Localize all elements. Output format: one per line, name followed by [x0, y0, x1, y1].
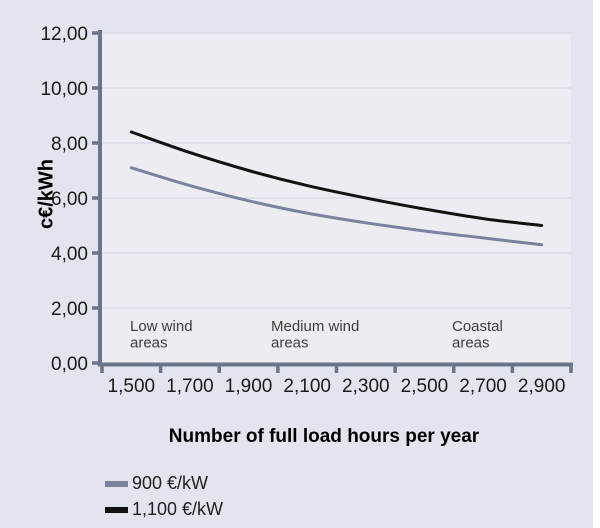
y-axis-title: c€/kWh	[35, 158, 58, 230]
legend-item-1100: 1,100 €/kW	[105, 498, 223, 521]
region-annotation-0: Low wind	[130, 318, 193, 335]
x-tick-label: 2,300	[342, 376, 390, 397]
x-tick-label: 1,900	[225, 376, 273, 397]
x-tick-label: 1,700	[166, 376, 214, 397]
region-annotation-1: Medium wind	[271, 318, 359, 335]
legend-label-1100: 1,100 €/kW	[132, 499, 224, 519]
region-annotation-2: Coastal	[452, 318, 503, 335]
y-tick-label: 8,00	[51, 134, 88, 155]
y-tick-label: 12,00	[40, 24, 88, 45]
legend-item-900: 900 €/kW	[105, 472, 223, 495]
right-edge-strip	[593, 0, 600, 528]
x-tick-label: 2,100	[283, 376, 331, 397]
legend-swatch-1100-icon	[105, 506, 128, 513]
y-tick-label: 10,00	[40, 79, 88, 100]
x-axis-title: Number of full load hours per year	[168, 426, 480, 447]
region-annotation-0: areas	[130, 335, 168, 352]
legend-swatch-900-icon	[105, 480, 128, 487]
x-tick-label: 2,700	[459, 376, 507, 397]
x-tick-label: 2,900	[518, 376, 566, 397]
series-line-1	[129, 130, 544, 227]
y-tick-label: 2,00	[51, 299, 88, 320]
x-tick-label: 1,500	[108, 376, 156, 397]
x-tick-label: 2,500	[401, 376, 449, 397]
region-annotation-1: areas	[271, 335, 309, 352]
region-annotation-2: areas	[452, 335, 490, 352]
y-tick-label: 4,00	[51, 244, 88, 265]
y-tick-label: 0,00	[51, 354, 88, 375]
legend-label-900: 900 €/kW	[132, 473, 209, 493]
legend: 900 €/kW 1,100 €/kW	[105, 472, 223, 521]
y-tick-label: 6,00	[51, 189, 88, 210]
series-line-0	[129, 166, 544, 247]
